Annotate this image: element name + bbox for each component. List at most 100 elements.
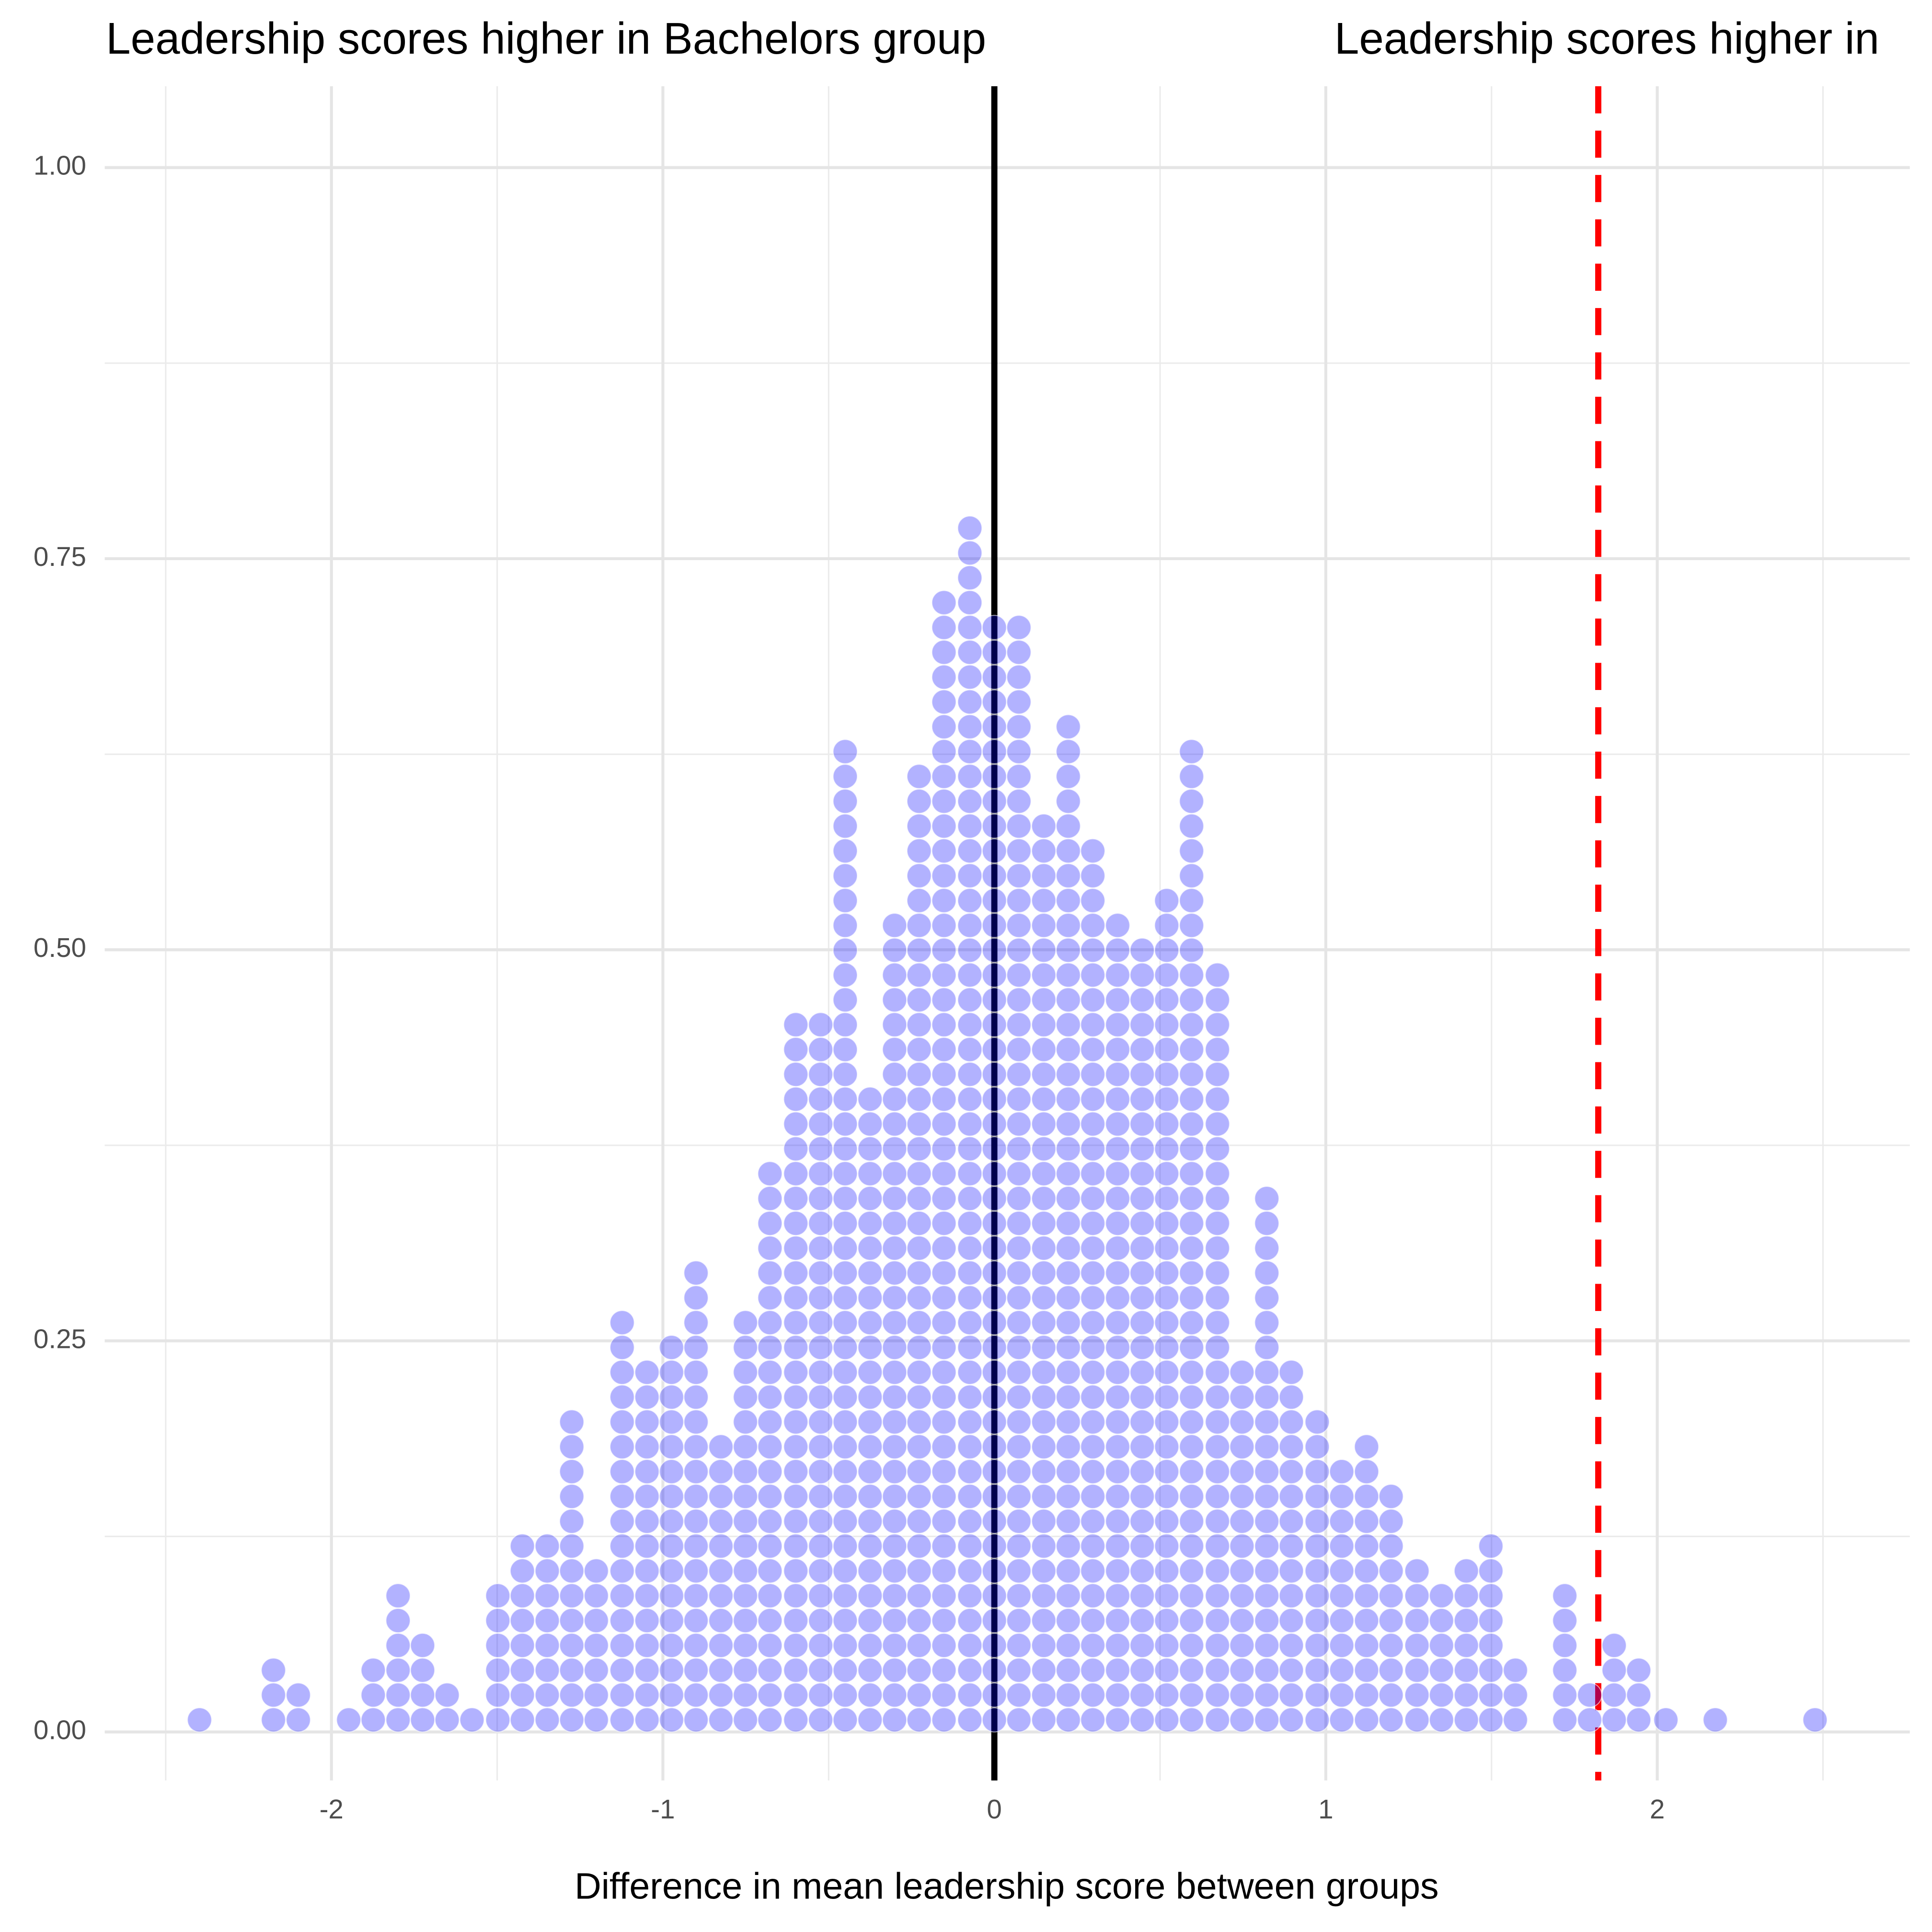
dot — [1105, 1633, 1130, 1658]
dot — [1354, 1459, 1380, 1484]
dot — [1179, 937, 1204, 963]
dot — [808, 1359, 833, 1385]
dot — [1154, 1384, 1180, 1410]
dot — [659, 1682, 684, 1708]
dot — [957, 1136, 983, 1162]
dot — [808, 1285, 833, 1311]
dot — [733, 1459, 758, 1484]
dot — [683, 1310, 709, 1335]
dot — [1503, 1707, 1528, 1733]
dot — [931, 664, 957, 690]
dot — [1329, 1558, 1355, 1584]
dot — [957, 1409, 983, 1435]
dot — [1626, 1657, 1652, 1683]
dot — [1105, 1484, 1130, 1509]
dot — [1105, 1459, 1130, 1484]
dot — [1031, 1037, 1057, 1062]
dot — [931, 1583, 957, 1609]
dot — [832, 1707, 858, 1733]
dot — [1080, 838, 1105, 864]
dot — [1478, 1558, 1504, 1584]
dot — [981, 1533, 1007, 1559]
dot — [1006, 664, 1032, 690]
dot — [708, 1434, 734, 1460]
dot — [1453, 1583, 1479, 1609]
dot — [1205, 1136, 1230, 1162]
dot — [1056, 1334, 1081, 1360]
dot — [783, 1260, 809, 1286]
dot — [857, 1310, 883, 1335]
dot — [832, 813, 858, 839]
dot — [1278, 1583, 1304, 1609]
dot — [1154, 1484, 1180, 1509]
dot — [683, 1260, 709, 1286]
dot — [1031, 1409, 1057, 1435]
dot — [1205, 1210, 1230, 1236]
dot — [957, 1384, 983, 1410]
dot — [634, 1484, 660, 1509]
dot — [1205, 1334, 1230, 1360]
dot — [1179, 1161, 1204, 1186]
dot — [1354, 1657, 1380, 1683]
dot — [981, 1384, 1007, 1410]
dot — [1080, 1161, 1105, 1186]
dot — [1329, 1633, 1355, 1658]
dot — [957, 962, 983, 988]
dot — [1056, 739, 1081, 764]
dot — [708, 1633, 734, 1658]
dot — [634, 1657, 660, 1683]
dot — [610, 1409, 635, 1435]
dot — [1154, 1533, 1180, 1559]
dot — [1205, 1459, 1230, 1484]
dot — [981, 1037, 1007, 1062]
dot — [1278, 1707, 1304, 1733]
dot — [882, 937, 908, 963]
dot — [783, 1310, 809, 1335]
dot — [584, 1657, 609, 1683]
dot — [931, 1707, 957, 1733]
dot — [1378, 1633, 1404, 1658]
dot — [981, 739, 1007, 764]
dot — [906, 1533, 932, 1559]
dot — [783, 1210, 809, 1236]
dot — [981, 937, 1007, 963]
dot — [1129, 1583, 1155, 1609]
dot — [1154, 888, 1180, 913]
dot — [1006, 640, 1032, 665]
dot — [1031, 1608, 1057, 1633]
dot — [757, 1161, 783, 1186]
dot — [931, 1434, 957, 1460]
dot — [1129, 1434, 1155, 1460]
dot — [981, 1185, 1007, 1211]
dot — [1179, 1111, 1204, 1137]
dot — [1056, 1111, 1081, 1137]
dot — [931, 1061, 957, 1087]
dot — [733, 1508, 758, 1534]
dot — [1031, 1707, 1057, 1733]
dot — [1179, 838, 1204, 864]
dot — [1378, 1484, 1404, 1509]
dot — [1179, 1384, 1204, 1410]
dot — [360, 1682, 386, 1708]
dot — [385, 1608, 411, 1633]
dot — [1304, 1484, 1330, 1509]
dot — [957, 565, 983, 591]
dot — [757, 1235, 783, 1261]
dot — [610, 1533, 635, 1559]
dot — [559, 1608, 585, 1633]
dot — [1056, 1285, 1081, 1311]
dot — [981, 987, 1007, 1012]
dot — [610, 1310, 635, 1335]
dot — [857, 1185, 883, 1211]
dot — [1006, 1657, 1032, 1683]
dot — [1304, 1657, 1330, 1683]
dot — [906, 1285, 932, 1311]
dot — [634, 1583, 660, 1609]
dot — [1006, 1285, 1032, 1311]
dot — [808, 1657, 833, 1683]
dot — [1056, 1384, 1081, 1410]
dot — [1229, 1459, 1255, 1484]
dot — [981, 1707, 1007, 1733]
dot — [882, 1583, 908, 1609]
dot — [1205, 1037, 1230, 1062]
